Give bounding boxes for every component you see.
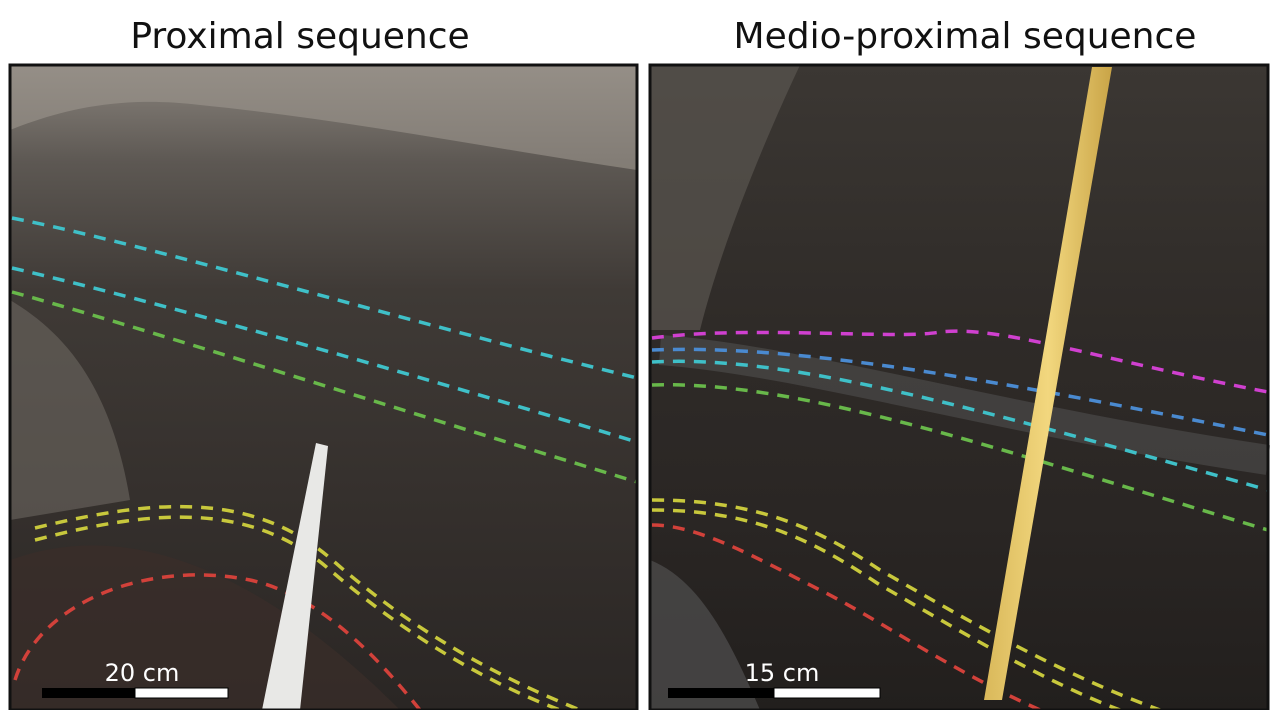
panel-title: Medio-proximal sequence bbox=[734, 16, 1197, 57]
scale-label: 15 cm bbox=[745, 659, 820, 687]
photo-proximal: 20 cm bbox=[10, 65, 637, 710]
figure: Proximal sequence Medio-proximal sequenc… bbox=[0, 0, 1270, 710]
scale-label: 20 cm bbox=[105, 659, 180, 687]
photo-medio-proximal: 15 cm bbox=[650, 65, 1268, 710]
panel-title: Proximal sequence bbox=[130, 16, 469, 57]
